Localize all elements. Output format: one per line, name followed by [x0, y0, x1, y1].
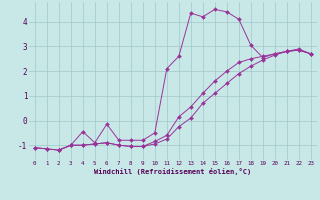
X-axis label: Windchill (Refroidissement éolien,°C): Windchill (Refroidissement éolien,°C) — [94, 168, 252, 175]
